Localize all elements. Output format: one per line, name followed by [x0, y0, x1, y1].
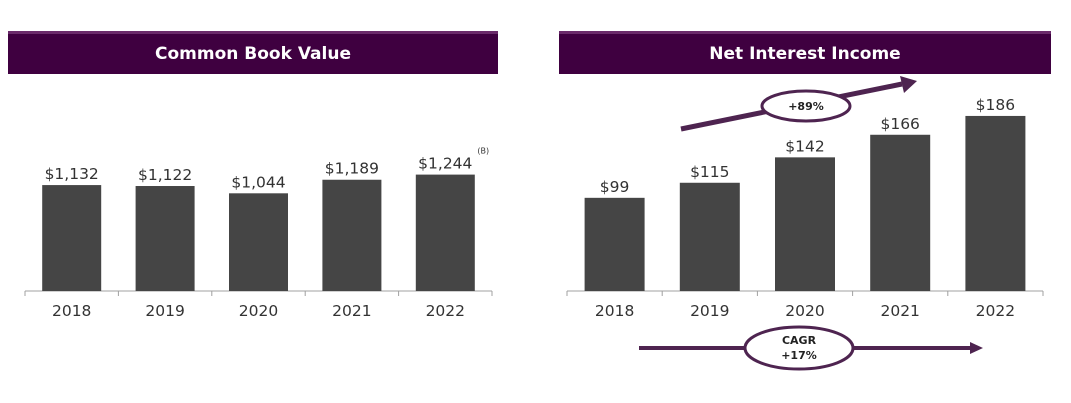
data-label-2018: $99 [600, 178, 630, 196]
cagr-label: CAGR [782, 334, 817, 347]
data-label-2018: $1,132 [45, 165, 99, 183]
x-tick-label-2021: 2021 [880, 302, 919, 320]
data-label-2020: $1,044 [231, 173, 285, 191]
chart-title-net-interest-income: Net Interest Income [559, 31, 1051, 74]
bar-2018 [42, 185, 102, 291]
growth-arrowhead [900, 76, 917, 93]
x-tick-label-2019: 2019 [690, 302, 729, 320]
growth-annotation: +89% [680, 76, 917, 132]
data-label-2021: $1,189 [325, 160, 379, 178]
x-tick-label-2019: 2019 [145, 302, 184, 320]
data-label-2019: $115 [690, 163, 729, 181]
bar-2018 [584, 197, 645, 291]
data-label-2022: $186 [976, 96, 1015, 114]
x-tick-label-2022: 2022 [426, 302, 465, 320]
bar-2022 [965, 115, 1026, 291]
bar-2020 [775, 157, 835, 291]
data-label-2019: $1,122 [138, 166, 192, 184]
bar-2021 [322, 179, 382, 291]
x-tick-label-2021: 2021 [332, 302, 371, 320]
x-tick-label-2020: 2020 [785, 302, 824, 320]
x-tick-label-2018: 2018 [52, 302, 91, 320]
footnote-marker: (B) [477, 147, 489, 156]
growth-oval [760, 89, 852, 123]
bar-2019 [135, 186, 195, 291]
net-interest-income-chart: $99 2018 $115 2019 $142 2020 $166 2021 $186 2022 [566, 96, 1044, 320]
data-label-2021: $166 [880, 115, 919, 133]
x-tick-label-2020: 2020 [239, 302, 278, 320]
cagr-oval [743, 325, 855, 371]
bar-2019 [679, 182, 740, 291]
bar-2021 [870, 134, 931, 291]
common-book-value-chart: $1,132 2018 $1,122 2019 $1,044 2020 $1,189 2021… [24, 147, 493, 320]
bar-2020 [229, 193, 288, 291]
bar-2022 [415, 174, 475, 291]
data-label-2020: $142 [785, 137, 824, 155]
growth-label: +89% [788, 100, 824, 113]
cagr-value: +17% [781, 349, 817, 362]
cagr-annotation: CAGR +17% [639, 325, 983, 371]
x-tick-label-2022: 2022 [976, 302, 1015, 320]
x-tick-label-2018: 2018 [595, 302, 634, 320]
data-label-2022: $1,244 [418, 155, 472, 173]
chart-title-common-book-value: Common Book Value [8, 31, 498, 74]
cagr-arrowhead [970, 342, 983, 354]
